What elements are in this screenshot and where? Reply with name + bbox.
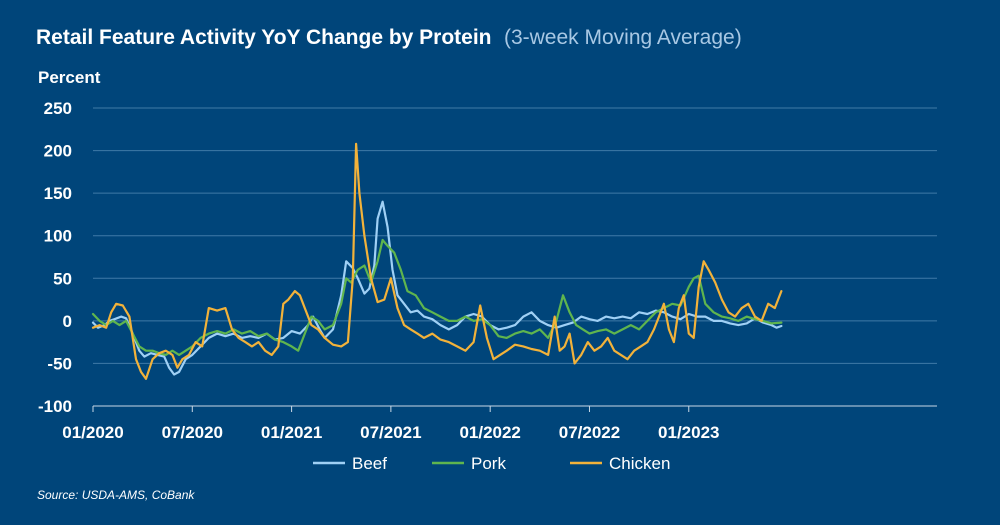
legend-label-chicken: Chicken [609, 454, 670, 473]
source-note: Source: USDA-AMS, CoBank [37, 488, 195, 502]
x-tick-label: 07/2021 [360, 423, 421, 442]
x-tick-label: 07/2022 [559, 423, 620, 442]
legend: Beef Pork Chicken [313, 454, 670, 473]
y-tick-label: -50 [47, 354, 72, 373]
y-tick-label: 250 [44, 99, 72, 118]
grid-lines [93, 107, 937, 407]
series-lines [91, 142, 783, 380]
y-tick-label: 0 [63, 312, 72, 331]
x-tick-label: 01/2023 [658, 423, 719, 442]
x-tick-label: 01/2022 [459, 423, 520, 442]
x-tick-label: 01/2021 [261, 423, 322, 442]
y-tick-labels: -100 -50 0 50 100 150 200 250 [38, 99, 72, 416]
y-tick-label: 100 [44, 227, 72, 246]
chart-title: Retail Feature Activity YoY Change by Pr… [36, 26, 742, 49]
y-tick-label: 50 [53, 269, 72, 288]
x-tick-labels: 01/2020 07/2020 01/2021 07/2021 01/2022 07/20… [62, 406, 719, 442]
chart-subtitle: (3-week Moving Average) [504, 26, 742, 49]
y-axis-label: Percent [38, 68, 101, 87]
y-tick-label: 200 [44, 142, 72, 161]
series-line-beef [91, 200, 783, 376]
chart-title-main: Retail Feature Activity YoY Change by Pr… [36, 26, 492, 49]
legend-label-beef: Beef [352, 454, 387, 473]
x-tick-label: 07/2020 [162, 423, 223, 442]
y-tick-label: -100 [38, 397, 72, 416]
x-tick-label: 01/2020 [62, 423, 123, 442]
y-tick-label: 150 [44, 184, 72, 203]
legend-label-pork: Pork [471, 454, 506, 473]
series-line-chicken [91, 142, 783, 380]
